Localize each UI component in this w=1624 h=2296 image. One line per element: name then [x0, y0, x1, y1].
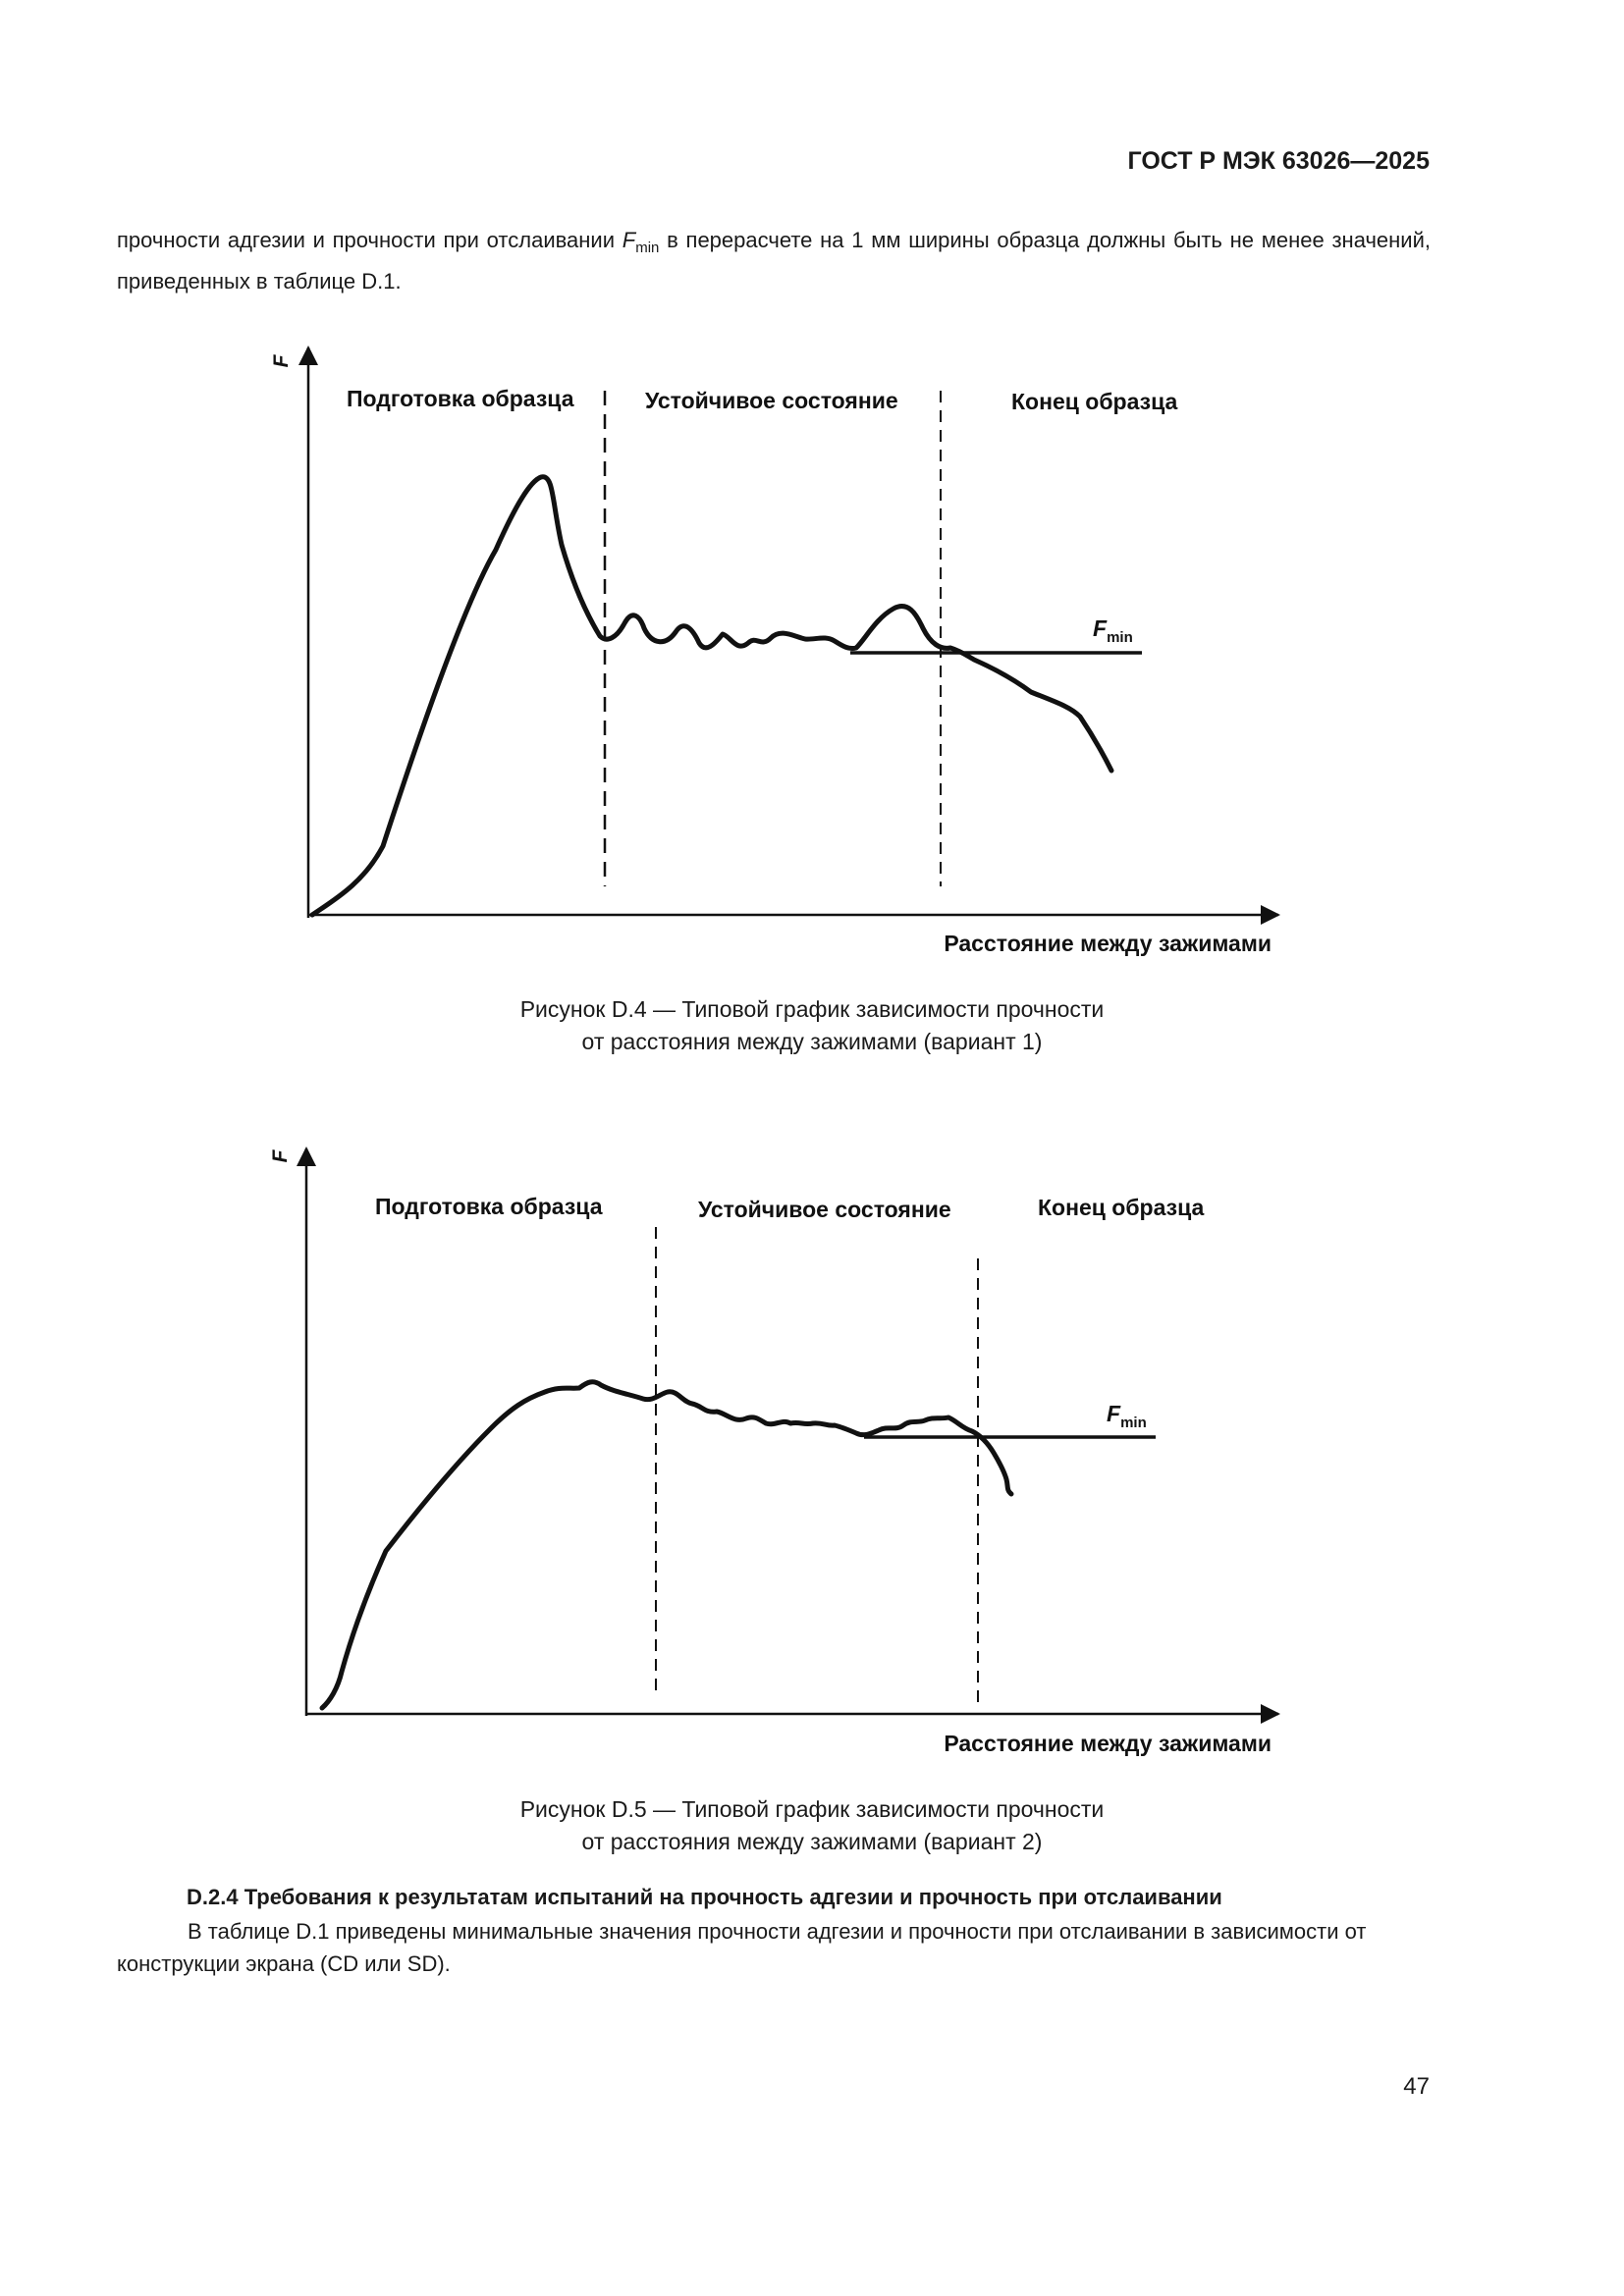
figure-d5-caption: Рисунок D.5 — Типовой график зависимости… [0, 1793, 1624, 1858]
page-number: 47 [1403, 2073, 1430, 2100]
figure-d4-caption: Рисунок D.4 — Типовой график зависимости… [0, 993, 1624, 1058]
fmin-label: Fmin [1107, 1401, 1147, 1431]
zone-steady-label: Устойчивое состояние [645, 388, 898, 413]
fmin-symbol: F [622, 228, 636, 252]
zone-steady-label: Устойчивое состояние [698, 1197, 951, 1222]
figure-d4-diagram: F Расстояние между зажимами Подготовка о… [270, 346, 1280, 956]
figure-d4-caption-line2: от расстояния между зажимами (вариант 1) [581, 1029, 1043, 1054]
fmin-label: Fmin [1093, 615, 1133, 646]
intro-text-after: в перерасчете на 1 мм ширины образца дол… [117, 228, 1431, 294]
y-axis-label: F [270, 353, 293, 367]
intro-paragraph: прочности адгезии и прочности при отслаи… [117, 224, 1431, 298]
zone-prep-label: Подготовка образца [347, 386, 574, 411]
x-axis-label: Расстояние между зажимами [944, 931, 1272, 956]
document-header: ГОСТ Р МЭК 63026—2025 [1127, 147, 1430, 175]
zone-end-label: Конец образца [1038, 1195, 1205, 1220]
intro-text-before: прочности адгезии и прочности при отслаи… [117, 228, 623, 252]
y-axis-label: F [269, 1148, 292, 1162]
force-curve [309, 474, 1114, 918]
figure-d5-caption-line2: от расстояния между зажимами (вариант 2) [581, 1829, 1043, 1854]
x-axis-label: Расстояние между зажимами [944, 1731, 1272, 1756]
section-body: В таблице D.1 приведены минимальные знач… [117, 1919, 1367, 1976]
fmin-subscript: min [635, 240, 660, 256]
figure-d4-caption-line1: Рисунок D.4 — Типовой график зависимости… [519, 996, 1105, 1022]
figure-d5-caption-line1: Рисунок D.5 — Типовой график зависимости… [519, 1796, 1105, 1822]
zone-end-label: Конец образца [1011, 389, 1178, 414]
section-title: D.2.4 Требования к результатам испытаний… [187, 1885, 1222, 1909]
figure-d5-diagram: F Расстояние между зажимами Подготовка о… [269, 1147, 1280, 1756]
zone-prep-label: Подготовка образца [375, 1194, 603, 1219]
force-curve [319, 1379, 1014, 1711]
